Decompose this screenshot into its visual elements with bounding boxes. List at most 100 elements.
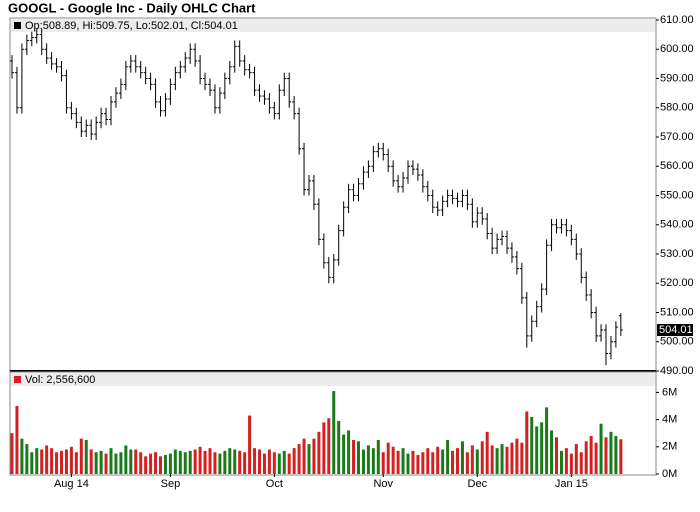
volume-bar [193,449,197,474]
volume-bar [173,449,177,474]
y-tick-label: 510.00 [660,306,694,318]
volume-bar [510,442,514,474]
volume-bar [540,422,544,474]
volume-bar [589,435,593,474]
volume-bar [262,453,266,474]
volume-bar [45,445,49,474]
volume-bar [60,450,63,474]
volume-bar [436,446,440,474]
volume-bar [282,450,286,474]
volume-bar [79,438,83,474]
volume-bar [317,431,321,474]
y-tick-label: 600.00 [660,43,694,55]
y-tick-label: 560.00 [660,160,694,172]
volume-bar [25,444,29,474]
volume-bar [376,440,380,474]
x-tick-label: Oct [266,478,283,490]
volume-bar [446,440,450,474]
volume-bar [431,452,435,474]
volume-bar [525,411,529,474]
volume-bar [272,452,276,474]
legend-swatch [14,22,21,29]
volume-bar [421,452,425,474]
volume-bar [144,456,148,474]
volume-bar [470,445,474,474]
volume-bar [119,452,123,474]
volume-bar [10,433,14,474]
y-tick-label: 490.00 [660,365,694,377]
volume-bar [619,439,623,474]
volume-bar [178,450,182,474]
volume-bar [35,448,39,474]
volume-tick-label: 2M [662,441,677,453]
ohlc-legend: Op:508.89, Hi:509.75, Lo:502.01, Cl:504.… [25,20,238,32]
volume-bar [530,416,534,474]
volume-bar [579,452,583,474]
volume-bar [396,450,400,474]
y-tick-label: 580.00 [660,102,694,114]
volume-bar [515,438,519,474]
volume-bar [124,445,128,474]
volume-bar [594,442,598,474]
last-price-label: 504.01 [659,324,693,336]
volume-bar [366,445,370,474]
volume-bar [307,444,311,474]
volume-tick-label: 4M [662,414,677,426]
volume-bar [20,438,24,474]
volume-bar [550,430,554,474]
volume-bar [243,452,247,474]
volume-legend-swatch [14,376,21,383]
y-tick-label: 530.00 [660,248,694,260]
volume-bar [129,449,133,474]
volume-bar [426,448,430,474]
volume-bar [139,452,143,474]
volume-bar [347,430,351,474]
volume-bar [475,449,479,474]
volume-bar [228,448,232,474]
volume-bar [84,440,88,474]
volume-bar [495,448,499,474]
volume-bar [391,446,395,474]
volume-bar [520,442,524,474]
volume-bar [154,452,158,474]
volume-bar [163,454,167,474]
volume-bar [99,450,103,474]
volume-bar [203,450,207,474]
volume-bar [480,441,484,474]
volume-bar [30,452,34,474]
volume-bar [302,438,306,474]
x-tick-label: Nov [373,478,393,490]
volume-bar [74,452,78,474]
volume-bar [411,450,415,474]
volume-bar [40,449,44,474]
price-panel [9,17,657,372]
volume-bar [386,442,390,474]
volume-bar [357,441,360,474]
volume-bar [584,441,588,474]
volume-bar [505,446,509,474]
volume-bar [485,431,489,474]
volume-bar [292,448,296,474]
volume-bar [94,452,98,474]
volume-bar [188,450,192,474]
volume-bar [109,448,113,474]
volume-bar [327,418,331,474]
volume-bar [406,453,410,474]
legend-band [11,19,655,32]
chart-title: GOOGL - Google Inc - Daily OHLC Chart [8,0,256,15]
y-tick-label: 550.00 [660,189,694,201]
volume-bar [569,453,573,474]
volume-legend-band [11,373,655,386]
volume-bar [456,448,459,474]
volume-bar [253,448,257,474]
volume-bar [238,450,242,474]
volume-bar [604,437,608,474]
volume-bar [287,453,291,474]
volume-bar [361,449,365,474]
volume-bar [89,449,93,474]
volume-bar [441,449,445,474]
x-tick-label: Sep [161,478,181,490]
volume-bar [381,452,385,474]
volume-bar [599,423,603,474]
